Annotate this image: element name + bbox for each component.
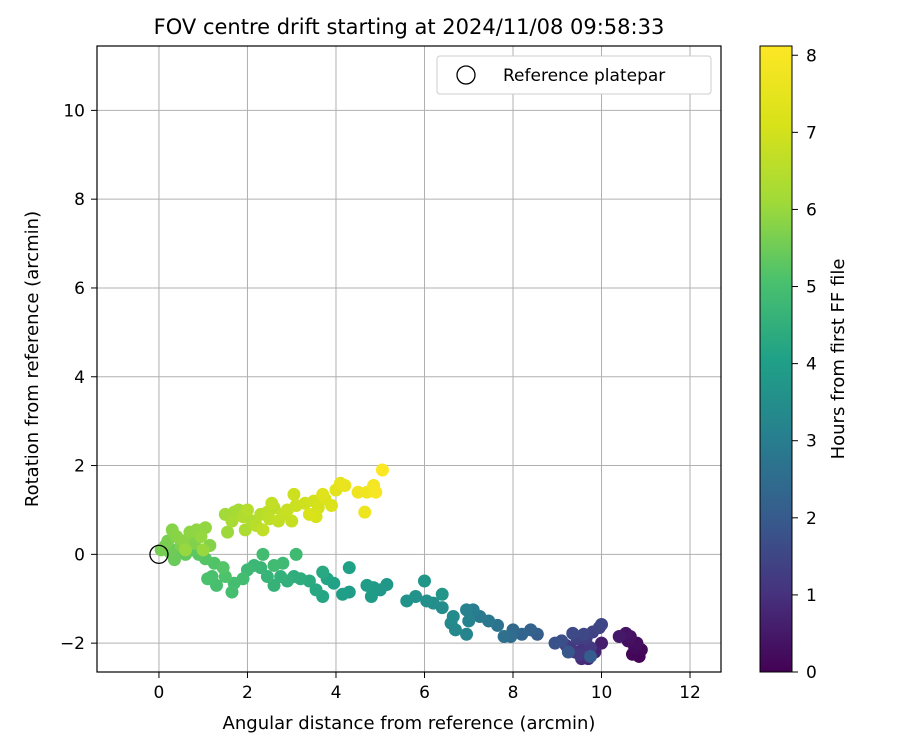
colorbar: 0 1 2 3 4 5 6 7 8 Hours from first FF file <box>759 45 849 683</box>
data-point <box>566 626 580 640</box>
legend-label: Reference platepar <box>503 66 665 86</box>
colorbar-label: Hours from first FF file <box>828 259 849 460</box>
data-point <box>287 487 301 501</box>
y-axis-ticks: −2 0 2 4 6 8 10 <box>60 101 97 654</box>
data-point <box>595 636 609 650</box>
colorbar-tick-label: 2 <box>806 509 817 529</box>
grid <box>97 46 721 672</box>
data-point <box>460 627 474 641</box>
colorbar-tick-label: 3 <box>806 432 817 452</box>
data-point <box>336 587 350 601</box>
x-tick-label: 12 <box>679 683 701 703</box>
data-point <box>369 485 383 499</box>
data-point <box>360 578 374 592</box>
data-point <box>309 583 323 597</box>
y-axis-label: Rotation from reference (arcmin) <box>22 211 43 507</box>
y-tick-label: −2 <box>60 634 85 654</box>
data-point <box>274 570 288 584</box>
data-point <box>420 594 434 608</box>
x-tick-label: 2 <box>242 683 253 703</box>
data-point <box>194 530 208 544</box>
colorbar-tick-label: 6 <box>806 200 817 220</box>
data-point <box>497 629 511 643</box>
plot-frame <box>96 45 722 673</box>
data-point <box>221 525 235 539</box>
y-tick-label: 4 <box>74 368 85 388</box>
data-point <box>238 523 252 537</box>
legend-box <box>436 55 712 95</box>
y-tick-label: 8 <box>74 190 85 210</box>
data-point <box>240 503 254 517</box>
colorbar-tick-label: 5 <box>806 278 817 298</box>
y-tick-label: 6 <box>74 279 85 299</box>
y-tick-label: 2 <box>74 457 85 477</box>
colorbar-tick-label: 4 <box>806 355 817 375</box>
colorbar-tick-label: 7 <box>806 123 817 143</box>
data-point <box>196 543 210 557</box>
data-point <box>462 614 476 628</box>
colorbar-tick-label: 0 <box>806 663 817 683</box>
reference-platepar-marker <box>149 544 169 564</box>
data-point <box>572 647 586 661</box>
colorbar-ticks: 0 1 2 3 4 5 6 7 8 <box>792 46 817 683</box>
colorbar-gradient <box>759 45 793 673</box>
data-point <box>267 578 281 592</box>
data-point <box>267 558 281 572</box>
data-point <box>256 547 270 561</box>
data-point <box>325 499 339 513</box>
legend: Reference platepar <box>436 55 712 95</box>
data-point <box>342 561 356 575</box>
chart-title: FOV centre drift starting at 2024/11/08 … <box>154 15 665 39</box>
data-point <box>595 617 609 631</box>
data-point <box>446 610 460 624</box>
data-point <box>256 523 270 537</box>
colorbar-tick-label: 8 <box>806 46 817 66</box>
data-point <box>435 587 449 601</box>
x-tick-label: 0 <box>154 683 165 703</box>
data-point <box>316 487 330 501</box>
data-point <box>179 543 193 557</box>
data-point <box>358 505 372 519</box>
data-point <box>577 627 591 641</box>
data-point <box>561 645 575 659</box>
data-point <box>225 514 239 528</box>
reference-marker <box>149 544 169 564</box>
data-point <box>225 585 239 599</box>
data-point <box>216 561 230 575</box>
x-tick-label: 10 <box>591 683 613 703</box>
colorbar-tick-label: 1 <box>806 586 817 606</box>
data-point <box>583 649 597 663</box>
x-tick-label: 8 <box>508 683 519 703</box>
data-point <box>289 547 303 561</box>
data-point <box>285 514 299 528</box>
data-point <box>302 507 316 521</box>
data-point <box>338 479 352 493</box>
data-point <box>375 463 389 477</box>
data-point <box>201 572 215 586</box>
y-tick-label: 0 <box>74 545 85 565</box>
data-point <box>364 590 378 604</box>
x-axis-label: Angular distance from reference (arcmin) <box>223 713 596 734</box>
data-point <box>417 574 431 588</box>
data-point <box>548 636 562 650</box>
data-point <box>265 496 279 510</box>
data-point <box>400 594 414 608</box>
data-point <box>316 565 330 579</box>
x-axis-ticks: 0 2 4 6 8 10 12 <box>154 672 701 703</box>
data-points <box>154 463 648 666</box>
x-tick-label: 6 <box>419 683 430 703</box>
data-point <box>612 629 626 643</box>
data-point <box>260 570 274 584</box>
legend-marker-icon <box>456 65 476 85</box>
x-tick-label: 4 <box>331 683 342 703</box>
data-point <box>460 603 474 617</box>
y-tick-label: 10 <box>63 101 85 121</box>
